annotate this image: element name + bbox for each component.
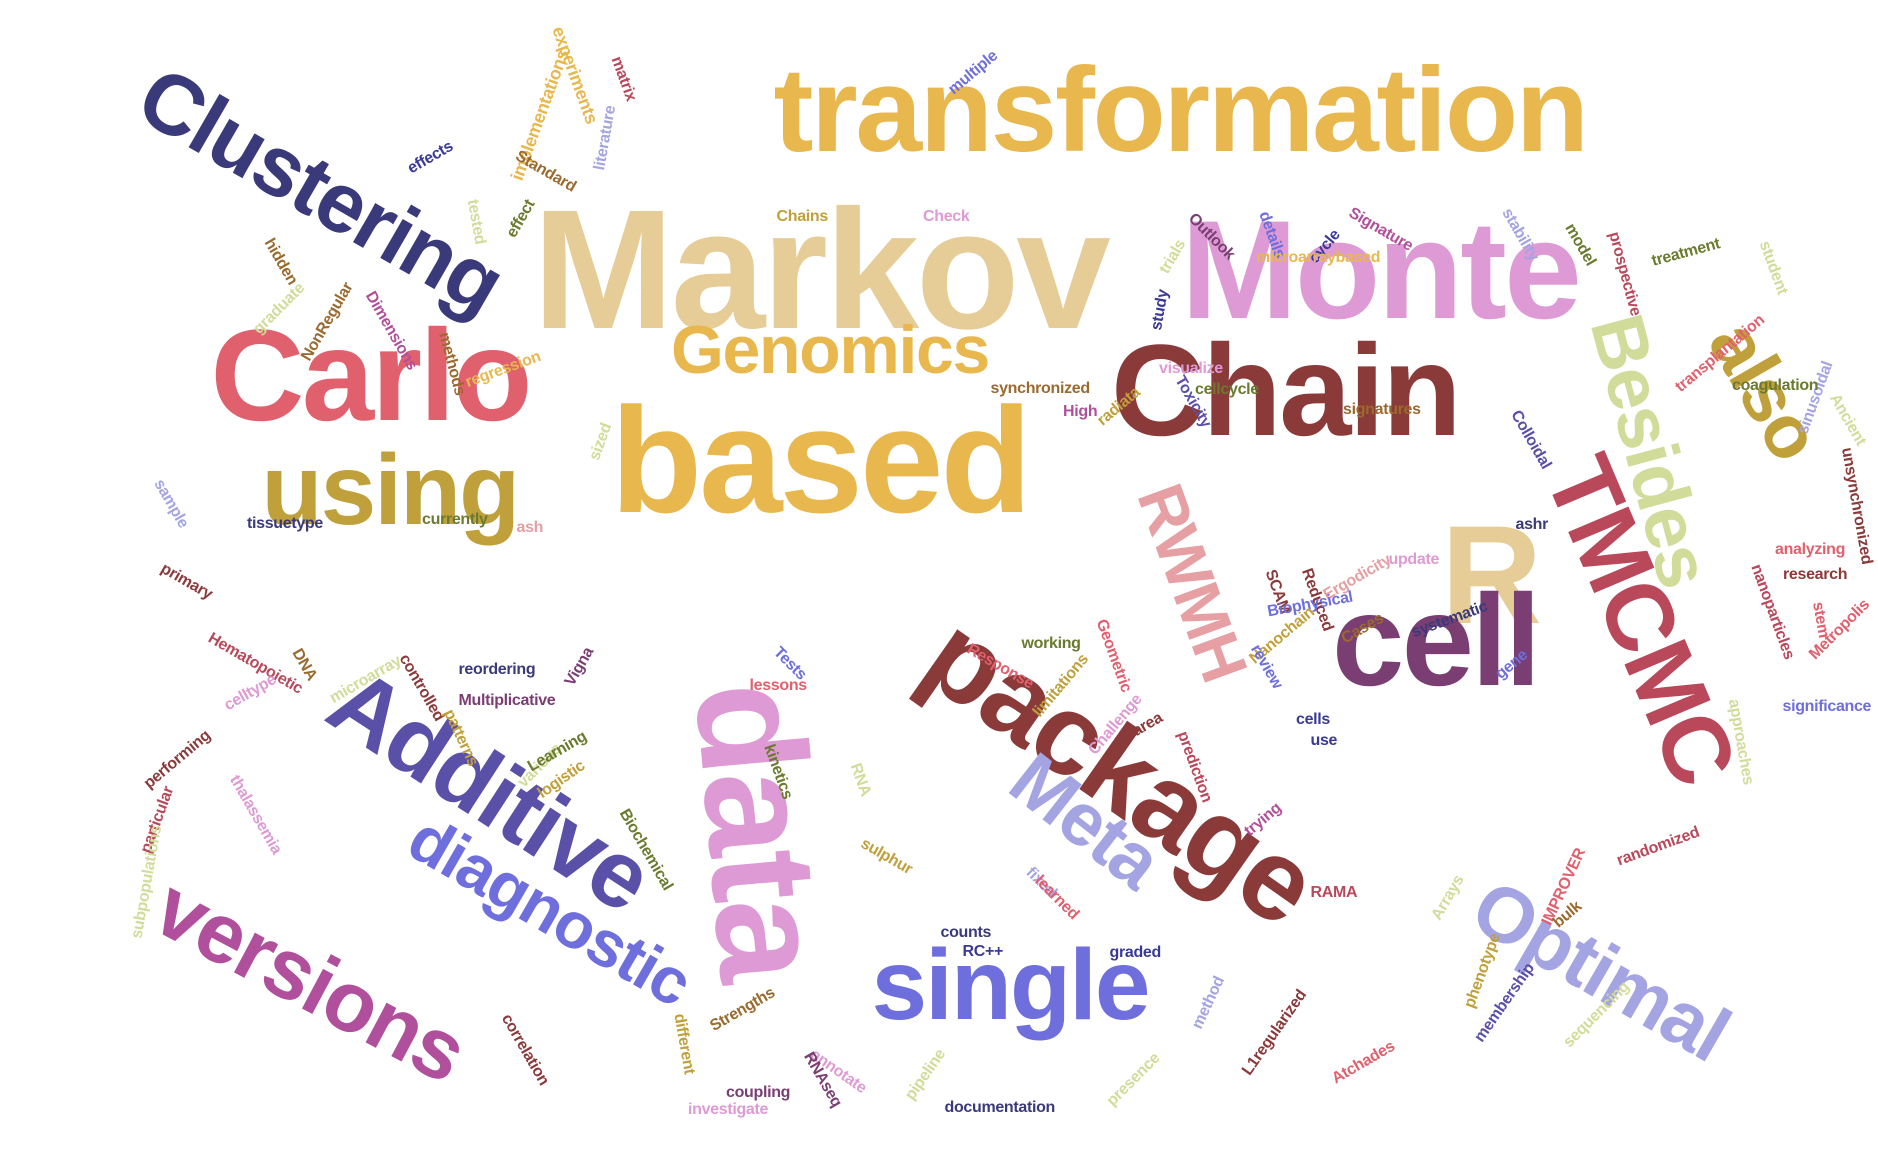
word-chain: Chain (1111, 317, 1462, 463)
word-cell: cell (1332, 567, 1541, 713)
word-presence: presence (1103, 1049, 1164, 1110)
word-celltype: celltype (220, 670, 279, 715)
word-vigna: Vigna (561, 644, 598, 690)
word-high: High (1063, 403, 1098, 420)
word-using: using (261, 434, 521, 546)
word-currently: currently (422, 511, 488, 528)
word-analyzing: analyzing (1775, 541, 1846, 558)
word-multiplicative: Multiplicative (458, 692, 556, 709)
word-randomized: randomized (1614, 823, 1702, 870)
word-treatment: treatment (1649, 235, 1722, 270)
word-clustering: Clustering (121, 48, 519, 332)
word-rwmh: RWMH (1122, 474, 1262, 690)
word-arrays: Arrays (1427, 872, 1468, 924)
word-single: single (871, 929, 1151, 1041)
word-cellcycle: cellcycle (1195, 381, 1259, 398)
word-ashr: ashr (1515, 516, 1549, 533)
word-reordering: reordering (458, 661, 536, 678)
word-graded: graded (1109, 944, 1162, 961)
word-based: based (610, 376, 1033, 544)
word-working: working (1021, 635, 1081, 652)
word-cells: cells (1296, 711, 1330, 728)
word-signatures: signatures (1343, 401, 1421, 418)
word-documentation: documentation (944, 1099, 1056, 1116)
word-r: R (1441, 496, 1542, 653)
word-investigate: investigate (688, 1101, 769, 1118)
word-learned: learned (1030, 872, 1082, 923)
word-microarraybased: microarraybased (1256, 249, 1381, 266)
word-rama: RAMA (1310, 884, 1358, 901)
word-rna: RNA (846, 761, 875, 799)
word-ash: ash (516, 519, 544, 536)
word-sample: sample (149, 476, 192, 532)
word-data: data (663, 675, 857, 985)
word-rcpp: RC++ (962, 943, 1004, 960)
word-matrix: matrix (607, 54, 640, 104)
word-carlo: Carlo (210, 302, 533, 448)
word-strengths: Strengths (707, 984, 778, 1035)
word-tissuetype: tissuetype (247, 515, 323, 532)
word-markov: Markov (532, 175, 1111, 365)
word-sulphur: sulphur (857, 835, 916, 879)
word-optimal: Optimal (1457, 862, 1744, 1078)
word-check: Check (923, 208, 970, 225)
word-coupling: coupling (726, 1084, 791, 1101)
word-correlation: correlation (497, 1011, 552, 1089)
word-primary: primary (157, 560, 216, 604)
word-method: method (1188, 973, 1228, 1032)
word-ancient: Ancient (1826, 391, 1870, 449)
word-pipeline: pipeline (901, 1046, 950, 1104)
word-research: research (1783, 566, 1848, 583)
word-hidden: hidden (260, 235, 301, 288)
word-performing: performing (140, 726, 214, 793)
word-chains: Chains (776, 208, 829, 225)
word-update: update (1388, 551, 1440, 568)
word-synchronized: synchronized (990, 380, 1091, 397)
word-tmcmc: TMCMC (1524, 440, 1757, 799)
word-lessons: lessons (749, 677, 808, 694)
word-visualize: visualize (1159, 360, 1223, 377)
word-l1regularized: L1regularized (1238, 986, 1311, 1079)
word-colloidal: Colloidal (1506, 407, 1554, 473)
word-versions: versions (139, 859, 481, 1101)
word-monte: Monte (1181, 191, 1582, 348)
word-prospective: prospective (1605, 229, 1645, 318)
word-effects: effects (404, 137, 456, 178)
word-genomics: Genomics (671, 312, 990, 388)
word-transformation: transformation (773, 43, 1590, 177)
word-student: student (1755, 238, 1791, 297)
word-atchades: Atchades (1328, 1037, 1398, 1088)
word-thalassemia: thalassemia (226, 772, 285, 858)
word-significance: significance (1782, 698, 1872, 715)
word-use: use (1310, 732, 1338, 749)
word-different: different (669, 1012, 698, 1076)
word-counts: counts (940, 924, 992, 941)
word-coagulation: coagulation (1732, 377, 1819, 394)
